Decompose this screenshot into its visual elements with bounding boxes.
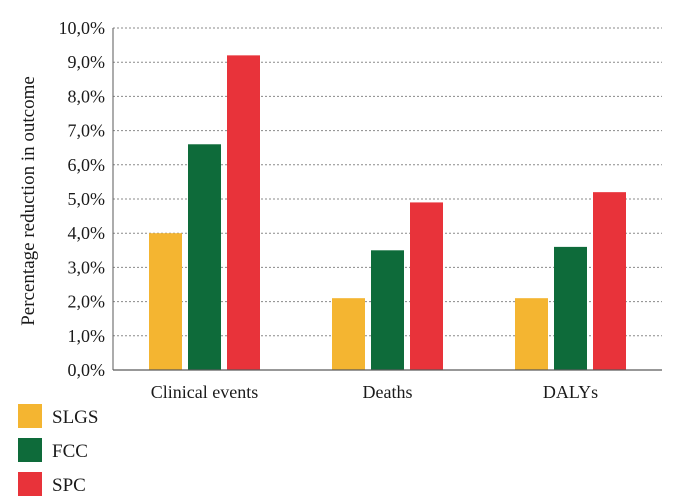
y-tick-label: 3,0% [68,257,106,277]
legend-swatch-slgs [18,404,42,428]
bar-spc-deaths [410,202,443,370]
legend-label-spc: SPC [52,475,86,496]
y-axis: 0,0% 1,0% 2,0% 3,0% 4,0% 5,0% 6,0% 7,0% 8,0% 9,0%… [59,18,114,380]
bar-fcc-deaths [371,250,404,370]
bar-fcc-dalys [554,246,587,370]
y-tick-label: 9,0% [68,52,106,72]
y-tick-label: 2,0% [68,292,106,312]
bar-slgs-clinical-events [149,233,182,370]
y-tick-label: 8,0% [68,86,106,106]
y-tick-label: 10,0% [59,18,106,38]
legend: SLGS FCC SPC [18,404,98,496]
x-tick-label: Clinical events [151,382,258,402]
bar-spc-clinical-events [227,55,260,371]
bar-spc-dalys [593,192,626,370]
x-tick-label: Deaths [363,382,413,402]
bars [149,55,626,371]
legend-swatch-fcc [18,438,42,462]
y-tick-label: 7,0% [68,121,106,141]
legend-label-slgs: SLGS [52,407,98,428]
bar-fcc-clinical-events [188,144,221,370]
x-tick-label: DALYs [543,382,598,402]
y-tick-label: 4,0% [68,223,106,243]
y-tick-label: 5,0% [68,189,106,209]
y-axis-label: Percentage reduction in outcome [18,76,39,326]
legend-label-fcc: FCC [52,441,88,462]
y-tick-label: 0,0% [68,360,106,380]
legend-swatch-spc [18,472,42,496]
x-axis: Clinical events Deaths DALYs [113,369,662,402]
bar-slgs-deaths [332,298,365,370]
bar-slgs-dalys [515,298,548,370]
y-tick-label: 1,0% [68,326,106,346]
y-tick-label: 6,0% [68,155,106,175]
